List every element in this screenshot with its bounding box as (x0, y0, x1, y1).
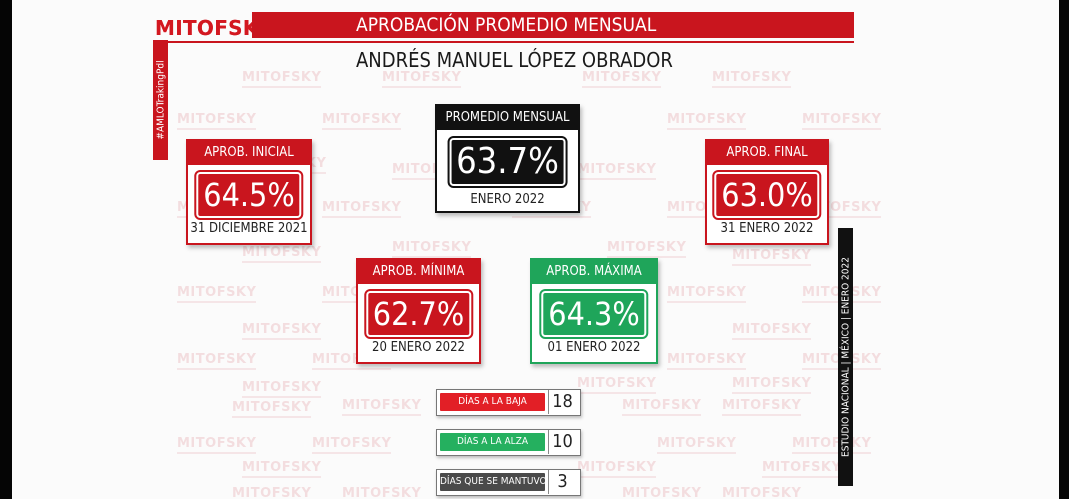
right-frame-bar (1059, 0, 1069, 499)
counter-dias-alza: DÍAS A LA ALZA 10 (436, 429, 581, 456)
watermark-logo: MITOFSKY (582, 70, 662, 88)
watermark-logo: MITOFSKY (712, 70, 792, 88)
watermark-logo: MITOFSKY (722, 398, 802, 416)
watermark-logo: MITOFSKY (322, 112, 402, 130)
watermark-logo: MITOFSKY (792, 436, 872, 454)
card-date: 20 ENERO 2022 (372, 340, 465, 355)
watermark-logo: MITOFSKY (232, 486, 312, 499)
card-label: APROB. INICIAL (188, 141, 310, 165)
card-date: 01 ENERO 2022 (547, 340, 641, 355)
watermark-logo: MITOFSKY (392, 240, 472, 258)
watermark-logo: MITOFSKY (242, 380, 322, 398)
card-date: ENERO 2022 (470, 192, 545, 207)
header-divider (155, 41, 854, 43)
study-side-tag: ESTUDIO NACIONAL | MÉXICO | ENERO 2022 (838, 228, 853, 486)
counter-label: DÍAS A LA BAJA (440, 393, 545, 411)
counter-label: DÍAS QUE SE MANTUVO (440, 473, 547, 491)
watermark-logo: MITOFSKY (577, 460, 657, 478)
card-aprob-final: APROB. FINAL 63.0% 31 ENERO 2022 (705, 139, 829, 245)
counter-dias-baja: DÍAS A LA BAJA 18 (436, 389, 581, 416)
card-value: 63.7% (447, 136, 568, 188)
card-aprob-minima: APROB. MÍNIMA 62.7% 20 ENERO 2022 (356, 258, 481, 364)
watermark-logo: MITOFSKY (177, 352, 257, 370)
watermark-logo: MITOFSKY (762, 460, 842, 478)
card-value: 63.0% (712, 170, 822, 220)
counter-value: 10 (548, 430, 576, 454)
watermark-logo: MITOFSKY (667, 112, 747, 130)
card-aprob-maxima: APROB. MÁXIMA 64.3% 01 ENERO 2022 (530, 258, 658, 364)
card-label: APROB. FINAL (707, 141, 827, 165)
watermark-logo: MITOFSKY (802, 112, 882, 130)
watermark-logo: MITOFSKY (732, 376, 812, 394)
watermark-logo: MITOFSKY (342, 486, 422, 499)
left-frame-bar (0, 0, 12, 499)
card-date: 31 DICIEMBRE 2021 (190, 221, 308, 236)
watermark-logo: MITOFSKY (577, 162, 657, 180)
watermark-logo: MITOFSKY (242, 245, 322, 263)
card-label: APROB. MÁXIMA (532, 260, 656, 284)
counter-value: 3 (548, 470, 576, 494)
card-promedio-mensual: PROMEDIO MENSUAL 63.7% ENERO 2022 (435, 104, 580, 213)
card-aprob-inicial: APROB. INICIAL 64.5% 31 DICIEMBRE 2021 (186, 139, 312, 245)
watermark-logo: MITOFSKY (312, 436, 392, 454)
watermark-logo: MITOFSKY (242, 322, 322, 340)
watermark-logo: MITOFSKY (232, 400, 312, 418)
card-label: APROB. MÍNIMA (358, 260, 479, 284)
watermark-logo: MITOFSKY (177, 112, 257, 130)
watermark-logo: MITOFSKY (622, 486, 702, 499)
hashtag-side-tag: #AMLOTrakingPdl (153, 40, 168, 160)
card-date: 31 ENERO 2022 (720, 221, 814, 236)
watermark-logo: MITOFSKY (242, 70, 322, 88)
watermark-logo: MITOFSKY (242, 460, 322, 478)
study-text: ESTUDIO NACIONAL | MÉXICO | ENERO 2022 (840, 257, 851, 457)
counter-label: DÍAS A LA ALZA (440, 433, 545, 451)
counter-value: 18 (548, 390, 576, 414)
watermark-logo: MITOFSKY (577, 376, 657, 394)
page-subtitle: ANDRÉS MANUEL LÓPEZ OBRADOR (356, 48, 673, 72)
watermark-logo: MITOFSKY (382, 70, 462, 88)
watermark-logo: MITOFSKY (607, 240, 687, 258)
infographic-canvas: MITOFSKY MITOFSKY MITOFSKY MITOFSKY MITOFSKY… (12, 0, 1059, 499)
card-value: 62.7% (363, 289, 474, 339)
watermark-logo: MITOFSKY (622, 398, 702, 416)
page-title: APROBACIÓN PROMEDIO MENSUAL (356, 14, 657, 36)
watermark-logo: MITOFSKY (667, 352, 747, 370)
card-value: 64.3% (539, 289, 649, 339)
watermark-logo: MITOFSKY (342, 398, 422, 416)
hashtag-text: #AMLOTrakingPdl (155, 60, 166, 140)
card-label: PROMEDIO MENSUAL (437, 106, 578, 130)
watermark-logo: MITOFSKY (177, 436, 257, 454)
watermark-logo: MITOFSKY (732, 322, 812, 340)
counter-dias-mantuvo: DÍAS QUE SE MANTUVO 3 (436, 469, 581, 496)
mitofsky-logo: MITOFSKY (155, 16, 274, 40)
watermark-logo: MITOFSKY (722, 486, 802, 499)
watermark-logo: MITOFSKY (177, 285, 257, 303)
watermark-logo: MITOFSKY (657, 436, 737, 454)
header-band: APROBACIÓN PROMEDIO MENSUAL (252, 12, 854, 38)
card-value: 64.5% (194, 170, 304, 220)
watermark-logo: MITOFSKY (322, 200, 402, 218)
watermark-logo: MITOFSKY (667, 285, 747, 303)
watermark-logo: MITOFSKY (732, 248, 812, 266)
